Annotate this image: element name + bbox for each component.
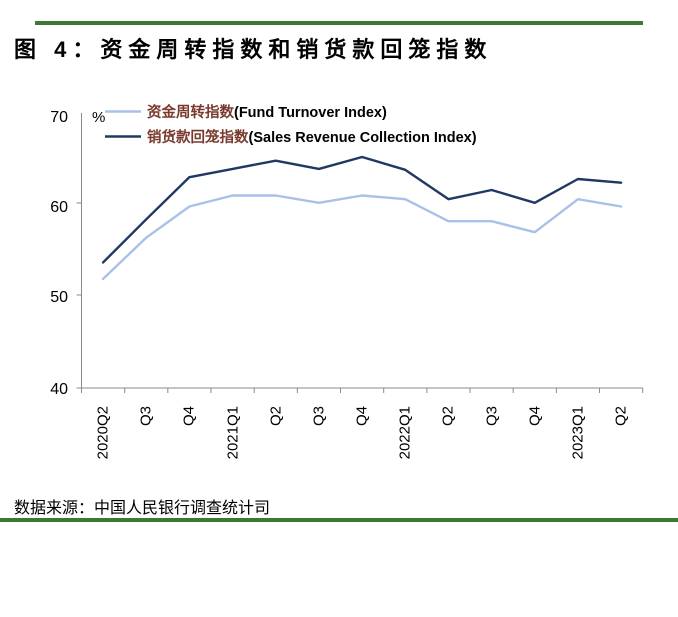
svg-text:资金周转指数(Fund Turnover Index): 资金周转指数(Fund Turnover Index) (147, 103, 387, 121)
svg-text:40: 40 (50, 381, 68, 398)
svg-text:70: 70 (50, 109, 68, 126)
svg-text:%: % (92, 109, 105, 126)
svg-text:销货款回笼指数(Sales Revenue Collect: 销货款回笼指数(Sales Revenue Collection Index) (147, 128, 477, 146)
svg-text:60: 60 (50, 199, 68, 216)
svg-text:50: 50 (50, 289, 68, 306)
